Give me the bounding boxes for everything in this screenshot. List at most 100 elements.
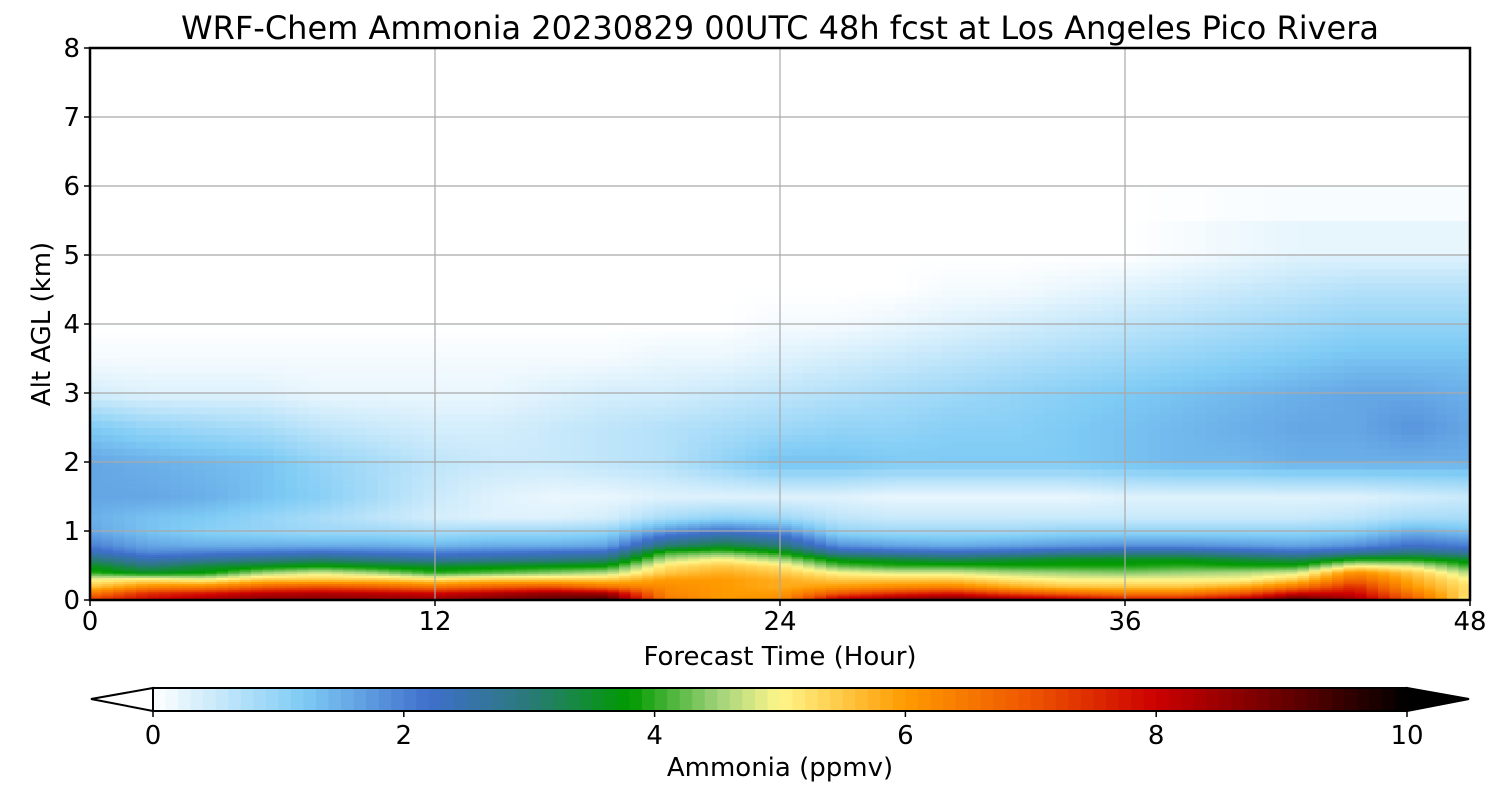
heatmap-cell <box>343 344 356 353</box>
heatmap-cell <box>343 420 356 429</box>
heatmap-cell <box>400 337 413 346</box>
heatmap-cell <box>515 486 528 489</box>
heatmap-cell <box>90 117 103 187</box>
heatmap-cell <box>515 468 528 477</box>
heatmap-cell <box>561 186 574 222</box>
heatmap-cell <box>124 496 137 500</box>
heatmap-cell <box>446 568 459 572</box>
heatmap-cell <box>205 577 218 580</box>
heatmap-cell <box>136 275 149 284</box>
heatmap-cell <box>561 583 574 587</box>
heatmap-cell <box>596 479 609 483</box>
heatmap-cell <box>619 48 632 118</box>
heatmap-cell <box>515 539 528 543</box>
heatmap-cell <box>308 515 321 518</box>
heatmap-cell <box>596 500 609 504</box>
heatmap-cell <box>251 533 264 537</box>
heatmap-cell <box>607 486 620 489</box>
heatmap-cell <box>101 539 114 543</box>
heatmap-cell <box>101 310 114 318</box>
heatmap-cell <box>285 581 298 585</box>
heatmap-cell <box>308 519 321 522</box>
heatmap-cell <box>285 523 298 527</box>
heatmap-cell <box>573 531 586 535</box>
heatmap-cell <box>182 117 195 187</box>
heatmap-cell <box>642 379 655 387</box>
heatmap-cell <box>124 393 137 401</box>
heatmap-cell <box>492 500 505 504</box>
heatmap-cell <box>423 517 436 520</box>
heatmap-cell <box>377 358 390 366</box>
heatmap-cell <box>216 268 229 277</box>
heatmap-cell <box>331 303 344 311</box>
heatmap-cell <box>124 296 137 304</box>
heatmap-cell <box>653 498 666 502</box>
heatmap-cell <box>147 531 160 535</box>
heatmap-cell <box>538 490 551 493</box>
heatmap-cell <box>239 564 252 568</box>
heatmap-cell <box>113 542 126 545</box>
heatmap-cell <box>504 420 517 429</box>
heatmap-cell <box>469 523 482 527</box>
heatmap-cell <box>331 498 344 502</box>
heatmap-cell <box>193 593 206 597</box>
heatmap-cell <box>354 220 367 256</box>
heatmap-cell <box>584 552 597 556</box>
heatmap-cell <box>251 420 264 429</box>
heatmap-cell <box>538 275 551 284</box>
heatmap-cell <box>251 521 264 525</box>
heatmap-cell <box>435 494 448 498</box>
heatmap-cell <box>170 372 183 380</box>
heatmap-cell <box>596 468 609 477</box>
heatmap-cell <box>504 393 517 401</box>
heatmap-cell <box>320 490 333 493</box>
heatmap-cell <box>285 558 298 562</box>
heatmap-cell <box>262 558 275 562</box>
heatmap-cell <box>377 420 390 429</box>
heatmap-cell <box>423 564 436 568</box>
heatmap-cell <box>170 546 183 549</box>
heatmap-cell <box>136 573 149 576</box>
heatmap-cell <box>101 268 114 277</box>
heatmap-cell <box>297 448 310 456</box>
heatmap-cell <box>297 441 310 449</box>
heatmap-cell <box>113 571 126 574</box>
heatmap-cell <box>193 589 206 593</box>
heatmap-cell <box>630 558 643 562</box>
heatmap-cell <box>504 552 517 556</box>
heatmap-cell <box>561 372 574 380</box>
heatmap-cell <box>366 519 379 522</box>
heatmap-cell <box>435 490 448 493</box>
heatmap-cell <box>193 521 206 525</box>
heatmap-cell <box>262 488 275 491</box>
heatmap-cell <box>193 494 206 498</box>
heatmap-cell <box>665 537 678 541</box>
heatmap-cell <box>515 479 528 483</box>
heatmap-cell <box>504 593 517 597</box>
heatmap-cell <box>642 486 655 489</box>
heatmap-cell <box>458 330 471 339</box>
heatmap-cell <box>676 552 689 556</box>
heatmap-cell <box>124 484 137 487</box>
heatmap-cell <box>515 484 528 487</box>
heatmap-cell <box>239 517 252 520</box>
heatmap-cell <box>469 289 482 297</box>
heatmap-cell <box>90 519 103 522</box>
heatmap-cell <box>458 552 471 556</box>
heatmap-cell <box>182 564 195 568</box>
heatmap-cell <box>619 593 632 597</box>
heatmap-cell <box>642 583 655 587</box>
heatmap-cell <box>607 558 620 562</box>
heatmap-cell <box>607 310 620 318</box>
heatmap-cell <box>492 548 505 551</box>
heatmap-cell <box>251 564 264 568</box>
heatmap-cell <box>216 564 229 568</box>
heatmap-cell <box>228 344 241 353</box>
heatmap-cell <box>527 515 540 518</box>
heatmap-cell <box>584 490 597 493</box>
heatmap-cell <box>676 560 689 564</box>
heatmap-cell <box>423 548 436 551</box>
heatmap-cell <box>550 591 563 595</box>
heatmap-cell <box>653 566 666 570</box>
heatmap-cell <box>596 186 609 222</box>
